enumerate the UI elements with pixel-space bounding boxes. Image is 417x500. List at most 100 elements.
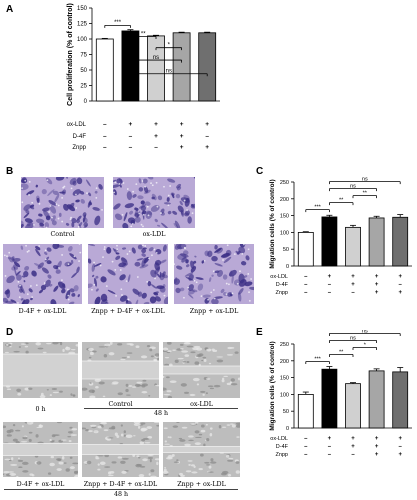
cell-texture xyxy=(179,343,184,346)
membrane-pore xyxy=(147,214,150,217)
cell-texture xyxy=(59,390,63,393)
stained-cell xyxy=(73,285,79,292)
stained-cell xyxy=(231,274,234,284)
stained-cell xyxy=(191,289,198,293)
treatment-mark: + xyxy=(328,274,332,280)
cell-texture xyxy=(16,475,19,477)
treatment-mark: + xyxy=(205,121,209,128)
caption-scratch-d4f-oxldl: D-4F + ox-LDL xyxy=(16,481,65,488)
stained-cell xyxy=(113,203,121,210)
membrane-pore xyxy=(231,292,234,295)
y-tick-label: 150 xyxy=(280,214,289,220)
stained-cell xyxy=(71,293,76,297)
stained-cell xyxy=(119,183,122,188)
stained-cell xyxy=(160,259,167,264)
membrane-pore xyxy=(4,275,7,277)
cell-texture xyxy=(49,439,52,441)
scratch-0h xyxy=(3,342,78,398)
membrane-pore xyxy=(248,291,250,294)
membrane-pore xyxy=(207,298,210,301)
cell-texture xyxy=(28,387,33,390)
stained-cell xyxy=(112,248,118,255)
cell-texture xyxy=(42,351,47,354)
stained-cell xyxy=(41,267,49,274)
cell-texture xyxy=(36,461,42,465)
cell-texture xyxy=(69,456,73,459)
membrane-pore xyxy=(163,294,166,297)
cell-texture xyxy=(126,355,130,359)
cell-texture xyxy=(173,461,180,463)
stained-cell xyxy=(153,291,159,295)
stained-cell xyxy=(44,279,51,288)
stained-cell xyxy=(149,296,157,304)
cell-texture xyxy=(198,468,203,471)
membrane-pore xyxy=(103,248,106,251)
stained-cell xyxy=(86,179,91,187)
caption-0h: 0 h xyxy=(35,406,46,413)
bar xyxy=(368,217,385,267)
stained-cell xyxy=(76,177,83,185)
stained-cell xyxy=(114,213,123,221)
cell-texture xyxy=(226,354,234,356)
stained-cell xyxy=(88,192,92,197)
cell-texture xyxy=(156,461,159,466)
significance-label: *** xyxy=(314,356,321,362)
cell-texture xyxy=(200,429,206,433)
cell-texture xyxy=(131,386,137,388)
cell-texture xyxy=(150,469,155,473)
stained-cell xyxy=(131,247,136,254)
membrane-pore xyxy=(156,205,159,208)
stained-cell xyxy=(13,261,21,268)
cell-texture xyxy=(46,342,52,345)
cell-texture xyxy=(226,424,231,426)
y-tick-label: 50 xyxy=(283,247,289,253)
membrane-pore xyxy=(155,181,158,184)
membrane-pore xyxy=(169,185,172,187)
membrane-pore xyxy=(67,288,69,291)
cell-texture xyxy=(156,424,159,427)
stained-cell xyxy=(188,274,194,281)
stained-cell xyxy=(127,274,131,283)
cell-texture xyxy=(185,470,192,473)
membrane-pore xyxy=(167,204,170,207)
stained-cell xyxy=(52,190,59,196)
stained-cell xyxy=(82,214,86,223)
stained-cell xyxy=(235,250,239,255)
stained-cell xyxy=(154,267,161,275)
cell-texture xyxy=(210,458,214,462)
cell-texture xyxy=(230,378,235,382)
stained-cell xyxy=(179,287,185,292)
stained-cell xyxy=(59,191,66,194)
micrograph-znpp-oxldl-image xyxy=(174,244,254,304)
cell-texture xyxy=(102,395,106,398)
membrane-pore xyxy=(126,253,129,255)
cell-texture xyxy=(210,461,217,464)
stained-cell xyxy=(71,272,78,279)
cell-texture xyxy=(46,388,49,391)
cell-texture xyxy=(230,423,234,425)
membrane-pore xyxy=(132,190,135,193)
caption-d4f-oxldl: D-4F + ox-LDL xyxy=(18,308,67,315)
significance-label: *** xyxy=(314,204,321,210)
stained-cell xyxy=(175,287,181,294)
membrane-pore xyxy=(138,212,141,215)
significance-label: * xyxy=(168,42,171,48)
stained-cell xyxy=(77,294,80,298)
cell-texture xyxy=(188,439,194,442)
membrane-pore xyxy=(32,224,35,226)
cell-texture xyxy=(167,350,172,353)
cell-texture xyxy=(221,426,227,428)
cell-texture xyxy=(203,358,207,363)
cell-texture xyxy=(97,463,100,466)
cell-texture xyxy=(230,383,238,386)
membrane-pore xyxy=(21,201,24,204)
stained-cell xyxy=(249,286,254,291)
cell-texture xyxy=(62,348,65,353)
cell-texture xyxy=(206,464,211,466)
stained-cell xyxy=(43,210,50,219)
cell-texture xyxy=(133,423,141,426)
stained-cell xyxy=(142,178,148,184)
treatment-mark: + xyxy=(351,444,355,450)
treatment-mark: + xyxy=(154,121,158,128)
cell-texture xyxy=(209,427,213,430)
